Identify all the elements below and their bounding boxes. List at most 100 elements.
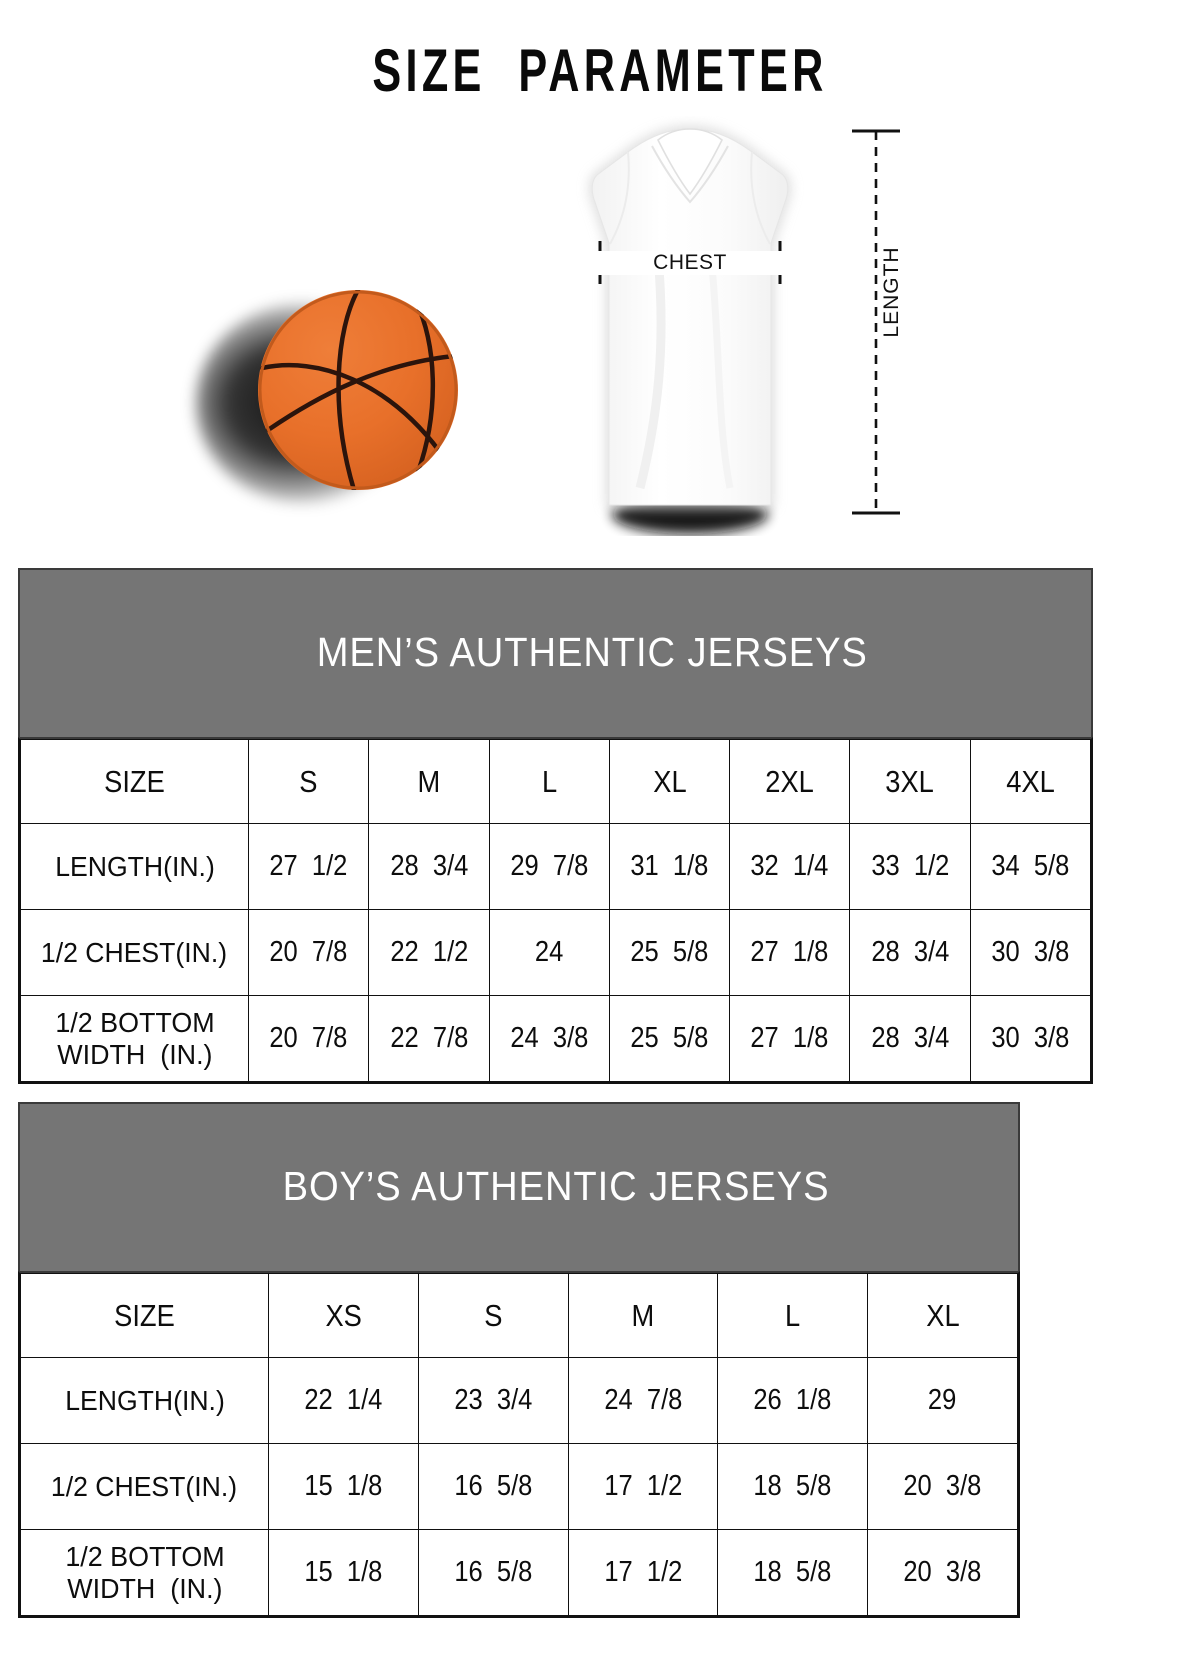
cell-text: 18 5/8 — [753, 1470, 832, 1502]
cell-text: 27 1/8 — [750, 1022, 829, 1054]
cell-text: 15 1/8 — [304, 1556, 383, 1588]
page-title: SIZE PARAMETER — [372, 37, 828, 104]
measurement-cell: 29 — [867, 1357, 1018, 1444]
column-header-m: M — [368, 739, 490, 824]
mens-size-table-block: MEN’S AUTHENTIC JERSEYS SIZE S M L XL 2XL 3XL 4… — [18, 568, 1093, 1084]
cell-text: 22 1/4 — [304, 1384, 383, 1416]
measurement-cell: 16 5/8 — [417, 1443, 569, 1530]
measurement-cell: 22 1/4 — [268, 1357, 419, 1444]
measurement-cell: 20 7/8 — [247, 909, 370, 996]
measurement-cell: 34 5/8 — [969, 823, 1092, 910]
mens-table-body: SIZE S M L XL 2XL 3XL 4XL LENGTH(IN.) 27 1/2 28 3/… — [20, 739, 1092, 1082]
measurement-cell: 28 3/4 — [368, 823, 490, 910]
row-label: 1/2 CHEST(IN.) — [20, 909, 249, 996]
cell-text: LENGTH(IN.) — [64, 1384, 225, 1416]
cell-text: 33 1/2 — [871, 850, 950, 882]
cell-text: S — [484, 1297, 503, 1333]
cell-text: 20 7/8 — [269, 936, 348, 968]
measurement-cell: 18 5/8 — [717, 1529, 869, 1616]
cell-text: S — [299, 763, 318, 799]
table-row: 1/2 CHEST(IN.) 20 7/8 22 1/2 24 25 5/8 27 1/8… — [20, 909, 1092, 996]
cell-text: L — [785, 1297, 801, 1333]
measurement-cell: 16 5/8 — [417, 1529, 569, 1616]
column-header-3xl: 3XL — [849, 739, 971, 824]
cell-text: 24 — [534, 936, 564, 968]
table-header-row: SIZE S M L XL 2XL 3XL 4XL — [20, 739, 1092, 824]
table-header-row: SIZE XS S M L XL — [20, 1273, 1018, 1358]
cell-text: 34 5/8 — [991, 850, 1070, 882]
cell-text: 28 3/4 — [871, 936, 950, 968]
measurement-cell: 24 7/8 — [567, 1357, 719, 1444]
column-header-l: L — [488, 739, 610, 824]
cell-text: 28 3/4 — [389, 850, 468, 882]
cell-text: M — [417, 763, 441, 799]
column-header-4xl: 4XL — [969, 739, 1092, 824]
cell-text: 27 1/2 — [269, 850, 348, 882]
measurement-cell: 25 5/8 — [608, 909, 731, 996]
boys-size-table-block: BOY’S AUTHENTIC JERSEYS SIZE XS S M L XL LENGT… — [18, 1102, 1020, 1618]
cell-text: 26 1/8 — [753, 1384, 832, 1416]
column-header-xl: XL — [867, 1273, 1018, 1358]
column-header-xl: XL — [608, 739, 731, 824]
cell-text: 23 3/4 — [454, 1384, 533, 1416]
mens-table-heading: MEN’S AUTHENTIC JERSEYS — [18, 568, 1093, 737]
cell-text: WIDTH (IN.) — [56, 1038, 213, 1070]
measurement-cell: 22 7/8 — [368, 995, 490, 1082]
cell-text: 25 5/8 — [630, 1022, 709, 1054]
measurement-cell: 29 7/8 — [488, 823, 610, 910]
measurement-cell: 24 — [488, 909, 610, 996]
cell-text: 32 1/4 — [750, 850, 829, 882]
measurement-cell: 28 3/4 — [849, 909, 971, 996]
product-illustration: CHEST LENGTH — [0, 110, 1200, 550]
row-label: 1/2 CHEST(IN.) — [20, 1443, 269, 1530]
cell-text: XS — [325, 1297, 362, 1333]
cell-text: 16 5/8 — [454, 1556, 533, 1588]
column-header-size: SIZE — [20, 1273, 269, 1358]
cell-text: 27 1/8 — [750, 936, 829, 968]
measurement-cell: 18 5/8 — [717, 1443, 869, 1530]
boys-table-body: SIZE XS S M L XL LENGTH(IN.) 22 1/4 23 3/4 24 7/8… — [20, 1273, 1018, 1616]
cell-text: 24 3/8 — [510, 1022, 589, 1054]
cell-text: 29 — [928, 1384, 957, 1416]
column-header-size: SIZE — [20, 739, 249, 824]
cell-text: 30 3/8 — [991, 1022, 1070, 1054]
cell-text: 1/2 BOTTOM — [64, 1541, 225, 1573]
mens-table-heading-text: MEN’S AUTHENTIC JERSEYS — [317, 629, 869, 675]
cell-text: 2XL — [765, 763, 815, 799]
cell-text: 3XL — [885, 763, 935, 799]
length-measure-label: LENGTH — [878, 232, 906, 352]
cell-text: SIZE — [104, 763, 165, 799]
measurement-cell: 20 7/8 — [247, 995, 370, 1082]
cell-text: WIDTH (IN.) — [66, 1572, 223, 1604]
cell-text: 20 3/8 — [903, 1556, 982, 1588]
row-label: LENGTH(IN.) — [20, 1357, 269, 1444]
length-measure-rule: LENGTH — [846, 128, 906, 528]
basketball-seams-icon — [258, 290, 458, 490]
measurement-cell: 27 1/8 — [729, 909, 851, 996]
jersey-illustration: CHEST — [540, 116, 840, 536]
boys-table-heading-text: BOY’S AUTHENTIC JERSEYS — [282, 1163, 830, 1209]
cell-text: 4XL — [1006, 763, 1055, 799]
cell-text: 1/2 BOTTOM — [54, 1007, 215, 1039]
row-label: 1/2 BOTTOM WIDTH (IN.) — [20, 1529, 269, 1616]
measurement-cell: 22 1/2 — [368, 909, 490, 996]
table-row: LENGTH(IN.) 27 1/2 28 3/4 29 7/8 31 1/8 32 1/… — [20, 823, 1092, 910]
cell-text: 1/2 CHEST(IN.) — [51, 1470, 238, 1502]
cell-text: 30 3/8 — [991, 936, 1070, 968]
measurement-cell: 30 3/8 — [969, 909, 1092, 996]
measurement-cell: 27 1/8 — [729, 995, 851, 1082]
measurement-cell: 33 1/2 — [849, 823, 971, 910]
measurement-cell: 24 3/8 — [488, 995, 610, 1082]
column-header-m: M — [567, 1273, 719, 1358]
cell-text: 18 5/8 — [753, 1556, 832, 1588]
chest-measure-label: CHEST — [540, 251, 840, 275]
measurement-cell: 27 1/2 — [247, 823, 370, 910]
row-label: 1/2 BOTTOM WIDTH (IN.) — [20, 995, 249, 1082]
table-row: 1/2 BOTTOM WIDTH (IN.) 15 1/8 16 5/8 17 1/2 1… — [20, 1529, 1018, 1616]
cell-text: 24 7/8 — [603, 1384, 683, 1416]
cell-text: 15 1/8 — [304, 1470, 383, 1502]
cell-text: 17 1/2 — [603, 1556, 683, 1588]
cell-text: 31 1/8 — [630, 850, 709, 882]
cell-text: 16 5/8 — [454, 1470, 533, 1502]
table-row: 1/2 CHEST(IN.) 15 1/8 16 5/8 17 1/2 18 5/8 20… — [20, 1443, 1018, 1530]
